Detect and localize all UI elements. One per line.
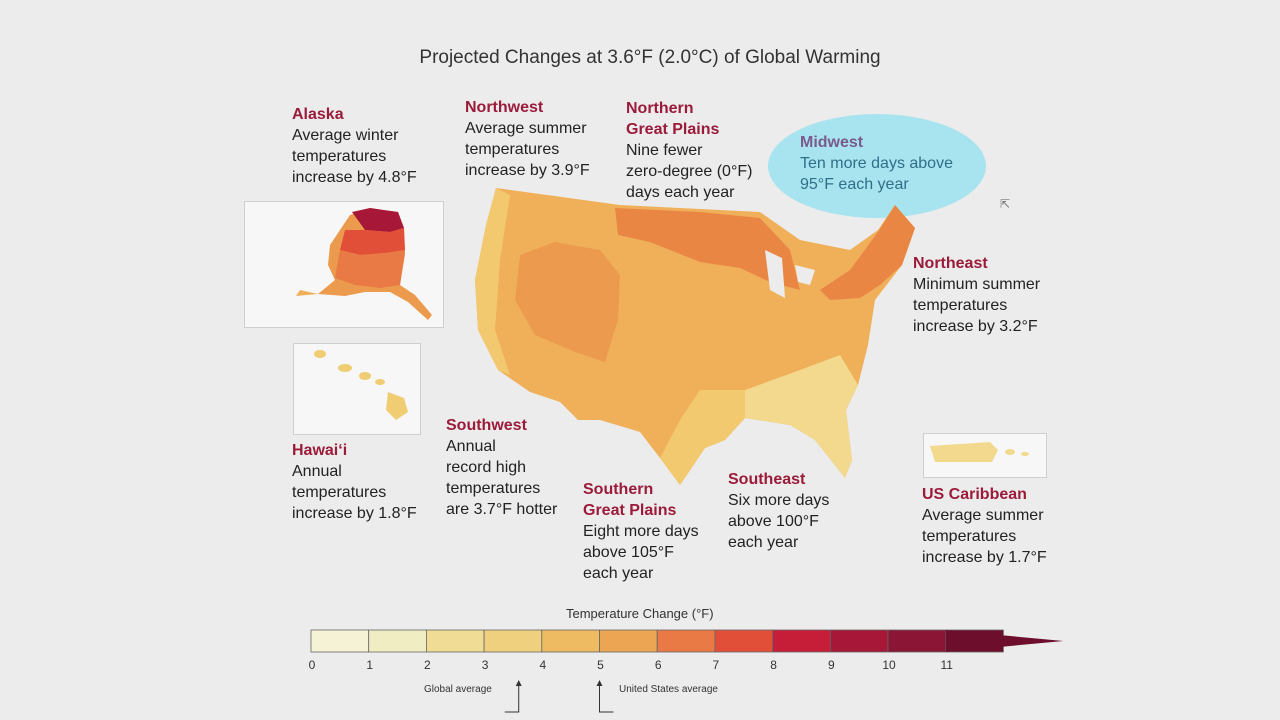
region-name: Midwest xyxy=(800,134,864,151)
legend-tick-label: 6 xyxy=(654,658,662,672)
region-name: Alaska xyxy=(292,106,344,123)
legend-tick-label: 2 xyxy=(424,658,431,672)
legend-arrow-tip xyxy=(945,630,1064,652)
region-southeast: Southeast Six more days above 100°F each… xyxy=(728,469,829,553)
legend-swatch-1 xyxy=(368,629,427,653)
legend-swatch-0 xyxy=(310,629,370,653)
us-average-marker-arrow xyxy=(596,680,603,686)
legend-tick-label: 4 xyxy=(539,658,547,672)
region-alaska: Alaska Average winter temperatures incre… xyxy=(292,104,417,188)
alaska-shape xyxy=(296,208,432,320)
region-name: Southeast xyxy=(728,471,806,488)
region-southwest: Southwest Annual record high temperature… xyxy=(446,415,557,520)
region-text: Average summer temperatures increase by … xyxy=(922,507,1047,566)
us-average-marker xyxy=(599,682,614,713)
region-text: Average winter temperatures increase by … xyxy=(292,127,417,186)
region-text: Six more days above 100°F each year xyxy=(728,492,830,551)
legend-swatch-8 xyxy=(772,629,831,653)
global-average-label: Global average xyxy=(424,684,492,695)
legend-swatch-3 xyxy=(483,629,543,653)
map-title: Projected Changes at 3.6°F (2.0°C) of Gl… xyxy=(419,47,881,68)
caribbean-shape xyxy=(930,442,1029,462)
region-text: Average summer temperatures increase by … xyxy=(465,120,590,179)
legend-tick-label: 0 xyxy=(308,658,316,672)
legend-tick-label: 9 xyxy=(827,658,835,672)
legend-swatch-4 xyxy=(541,629,600,653)
midwest-highlight xyxy=(768,114,986,218)
legend-tick-label: 8 xyxy=(770,658,777,672)
region-name: US Caribbean xyxy=(922,486,1027,503)
region-name: Northern Great Plains xyxy=(626,100,720,138)
legend-swatch-9 xyxy=(829,629,889,653)
legend-tick-label: 10 xyxy=(882,658,896,672)
region-text: Eight more days above 105°F each year xyxy=(583,523,699,582)
region-text: Minimum summer temperatures increase by … xyxy=(913,276,1041,335)
region-northern-great-plains: Northern Great Plains Nine fewer zero-de… xyxy=(626,98,752,203)
region-name: Hawai‘i xyxy=(292,442,348,459)
legend-tick-label: 7 xyxy=(712,658,720,672)
legend-swatch-7 xyxy=(714,629,774,653)
region-text: Annual record high temperatures are 3.7°… xyxy=(446,438,558,518)
region-name: Southwest xyxy=(446,417,527,434)
region-northwest: Northwest Average summer temperatures in… xyxy=(465,97,590,181)
legend-swatch-5 xyxy=(599,629,658,653)
mouse-cursor-icon: ⇱ xyxy=(1000,197,1011,211)
legend-swatch-6 xyxy=(656,629,716,653)
legend-swatch-10 xyxy=(887,629,947,653)
contiguous-us-shape xyxy=(475,188,915,485)
legend-title: Temperature Change (°F) xyxy=(566,606,714,621)
global-average-marker-arrow xyxy=(515,680,522,686)
region-southern-great-plains: Southern Great Plains Eight more days ab… xyxy=(583,479,699,584)
region-name: Southern Great Plains xyxy=(583,481,677,519)
region-name: Northeast xyxy=(913,255,988,272)
region-text: Ten more days above 95°F each year xyxy=(800,155,953,193)
region-us-caribbean: US Caribbean Average summer temperatures… xyxy=(922,484,1047,568)
region-text: Nine fewer zero-degree (0°F) days each y… xyxy=(626,142,753,201)
region-hawaii: Hawai‘i Annual temperatures increase by … xyxy=(292,440,417,524)
legend-tick-label: 1 xyxy=(366,658,374,672)
region-northeast: Northeast Minimum summer temperatures in… xyxy=(913,253,1040,337)
legend-tick-label: 11 xyxy=(940,658,953,672)
legend-tick-label: 5 xyxy=(597,658,604,672)
global-average-marker xyxy=(504,682,520,713)
us-average-label: United States average xyxy=(619,684,718,695)
region-midwest: Midwest Ten more days above 95°F each ye… xyxy=(800,132,953,195)
region-name: Northwest xyxy=(465,99,544,116)
legend-swatch-2 xyxy=(425,629,485,653)
hawaii-inset xyxy=(293,343,421,435)
hawaii-shape xyxy=(314,350,408,420)
region-text: Annual temperatures increase by 1.8°F xyxy=(292,463,417,522)
legend-tick-label: 3 xyxy=(481,658,489,672)
